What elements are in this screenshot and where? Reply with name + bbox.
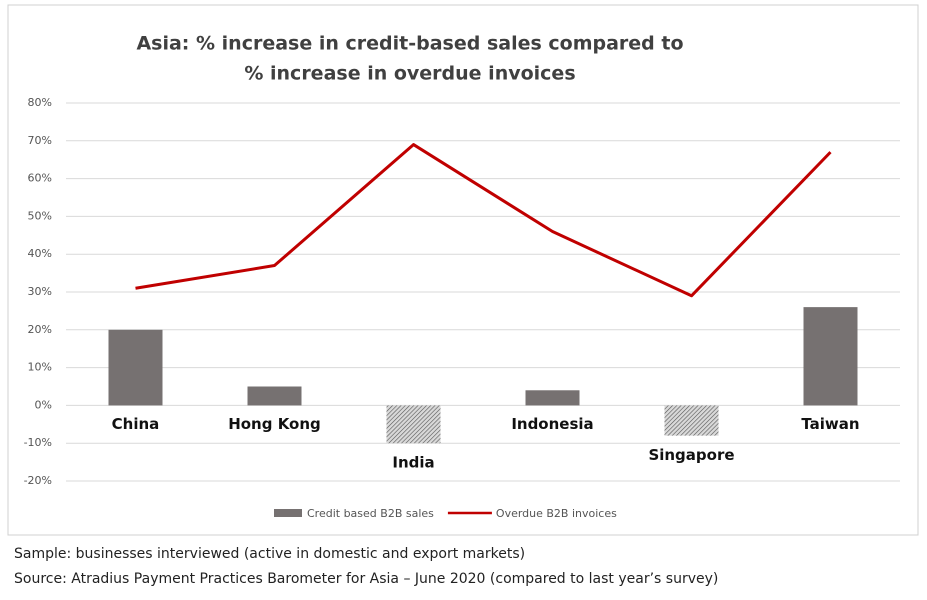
bar xyxy=(247,386,302,406)
y-tick-label: 20% xyxy=(28,323,52,336)
x-tick-label: Indonesia xyxy=(511,415,593,433)
y-tick-label: -10% xyxy=(24,436,52,449)
bar xyxy=(108,329,163,406)
x-tick-label: India xyxy=(392,454,434,472)
y-tick-label: 60% xyxy=(28,172,52,185)
note: Source: Atradius Payment Practices Barom… xyxy=(14,571,718,587)
y-tick-label: 30% xyxy=(28,285,52,298)
bar xyxy=(664,405,719,436)
bar xyxy=(525,390,580,406)
legend-label: Overdue B2B invoices xyxy=(496,507,617,520)
y-tick-label: 80% xyxy=(28,96,52,109)
note: Sample: businesses interviewed (active i… xyxy=(14,546,525,562)
x-tick-label: Taiwan xyxy=(801,415,859,433)
y-tick-label: 40% xyxy=(28,247,52,260)
y-tick-label: 10% xyxy=(28,361,52,374)
x-tick-label: Singapore xyxy=(648,446,734,464)
legend-label: Credit based B2B sales xyxy=(307,507,434,520)
bar xyxy=(386,405,441,444)
x-tick-label: China xyxy=(112,415,160,433)
chart-title: Asia: % increase in credit-based sales c… xyxy=(136,33,683,55)
chart-frame xyxy=(7,4,919,536)
chart-title: % increase in overdue invoices xyxy=(244,63,575,85)
y-tick-label: 70% xyxy=(28,134,52,147)
y-tick-label: 0% xyxy=(35,398,52,411)
bar xyxy=(803,307,858,406)
legend-swatch xyxy=(274,509,302,517)
line xyxy=(135,143,832,298)
y-tick-label: 50% xyxy=(28,209,52,222)
x-tick-label: Hong Kong xyxy=(228,415,321,433)
y-tick-label: -20% xyxy=(24,474,52,487)
